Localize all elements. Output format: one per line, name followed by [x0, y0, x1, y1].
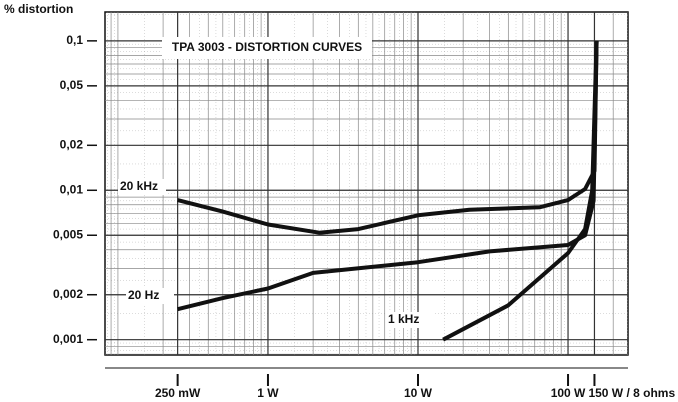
x-tick-label: 1 W — [257, 386, 279, 400]
y-tick-label: 0,005 — [53, 227, 83, 241]
series-line — [442, 40, 599, 342]
plot-area — [104, 11, 629, 356]
series-line — [177, 40, 599, 312]
series-label-bg — [118, 179, 166, 195]
y-axis-label: % distortion — [4, 2, 73, 16]
chart-title: TPA 3003 - DISTORTION CURVES — [172, 40, 362, 54]
x-tick-label: 10 W — [404, 386, 433, 400]
y-tick-label: 0,05 — [60, 78, 84, 92]
series-label: 1 kHz — [388, 312, 419, 326]
x-tick-label: 250 mW — [155, 386, 201, 400]
y-tick-label: 0,01 — [60, 182, 84, 196]
title-bg — [162, 37, 372, 59]
series-label-bg — [386, 312, 434, 328]
y-tick-label: 0,02 — [60, 137, 84, 151]
series-line — [177, 40, 599, 235]
x-tick-label: 100 W — [551, 386, 586, 400]
x-tick-label: 150 W / 8 ohms — [588, 386, 675, 400]
y-tick-label: 0,002 — [53, 287, 83, 301]
y-tick-label: 0,001 — [53, 332, 83, 346]
y-tick-label: 0,1 — [66, 33, 83, 47]
series-label: 20 kHz — [120, 179, 158, 193]
series-label: 20 Hz — [128, 288, 159, 302]
series-label-bg — [126, 288, 174, 304]
